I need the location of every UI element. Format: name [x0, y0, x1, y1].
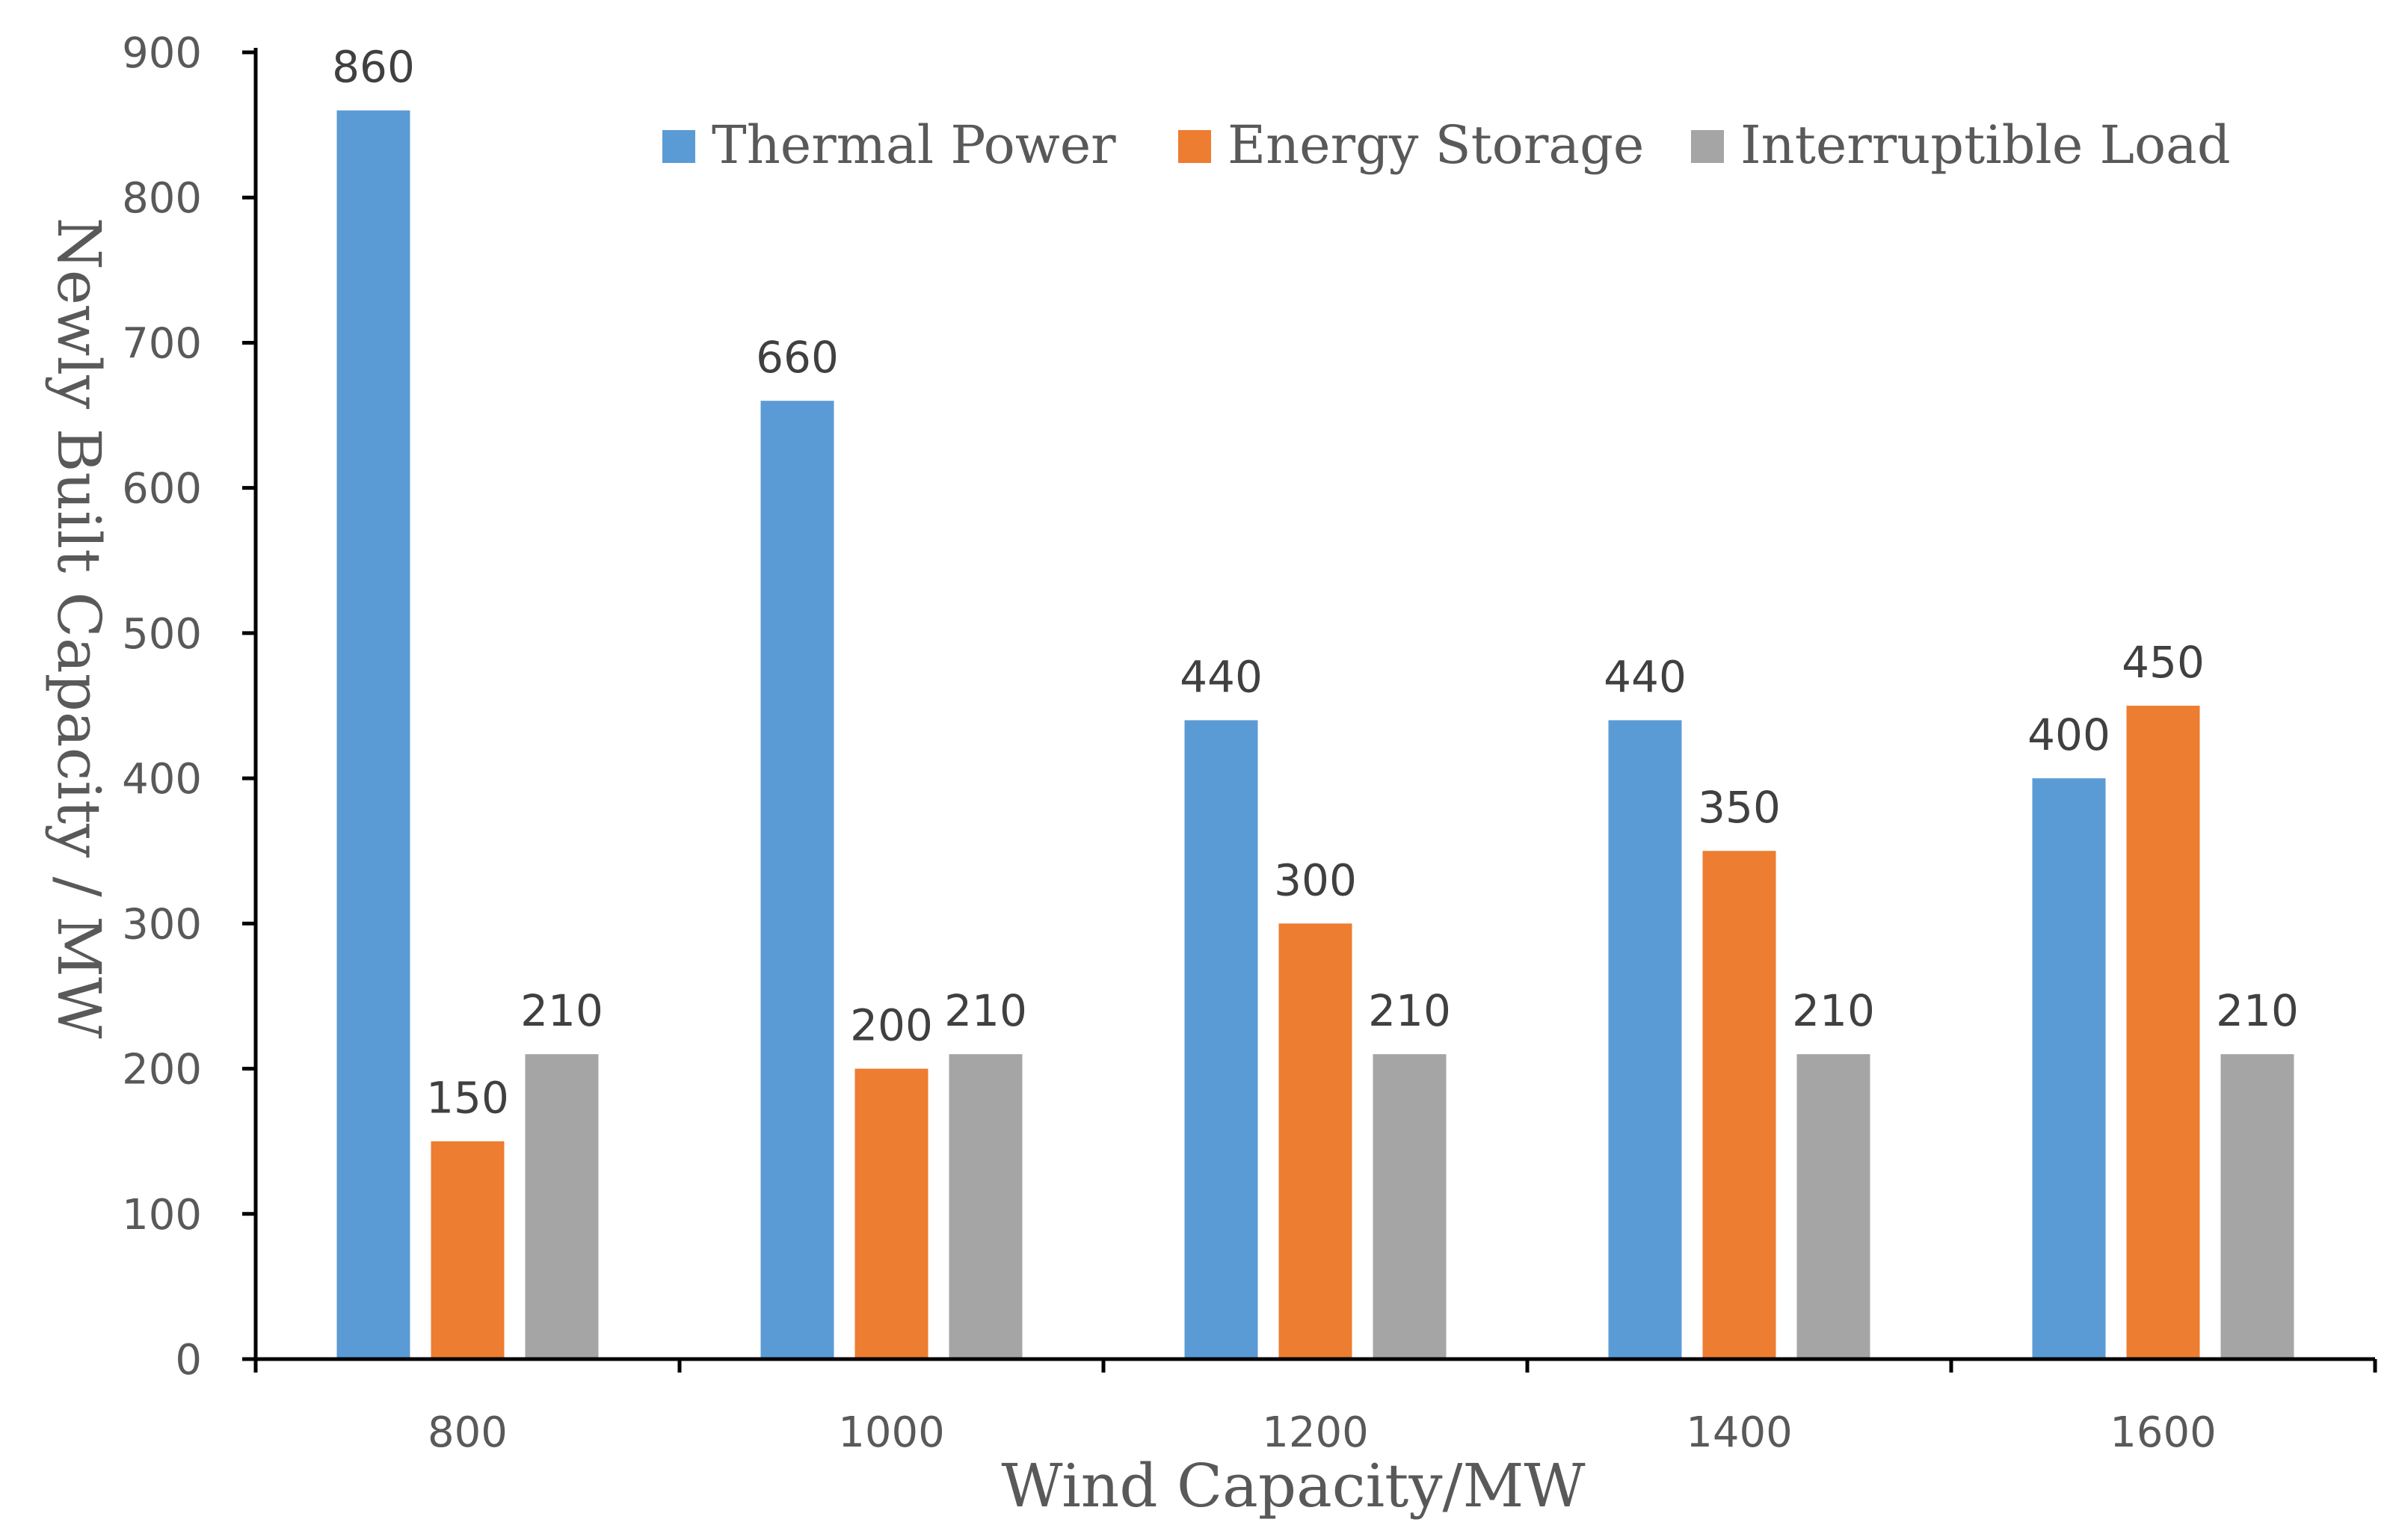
- legend: Thermal Power Energy Storage Interruptible…: [662, 114, 2231, 176]
- data-label: 660: [756, 332, 839, 383]
- data-label: 300: [1274, 854, 1357, 905]
- bar: [2126, 706, 2200, 1359]
- y-tick-label: 800: [122, 174, 202, 223]
- bar: [854, 1068, 928, 1359]
- y-tick-label: 600: [122, 465, 202, 514]
- data-label: 200: [850, 1000, 933, 1051]
- bar: [2220, 1054, 2294, 1359]
- data-label: 210: [1368, 985, 1451, 1036]
- legend-swatch: [1691, 130, 1724, 163]
- y-tick-label: 0: [175, 1336, 202, 1385]
- bar: [2032, 778, 2106, 1359]
- y-tick-label: 100: [122, 1191, 202, 1239]
- x-tick-label: 1400: [1686, 1408, 1793, 1457]
- x-axis-ticks: 800 1000 1200 1400 1600: [253, 1359, 2377, 1457]
- legend-label: Interruptible Load: [1740, 114, 2231, 176]
- legend-label: Thermal Power: [712, 114, 1116, 176]
- bar: [760, 401, 834, 1360]
- y-tick-label: 200: [122, 1046, 202, 1094]
- y-axis-title: Newly Built Capacity / MW: [44, 218, 114, 1039]
- bar: [525, 1054, 599, 1359]
- data-label: 440: [1604, 651, 1687, 702]
- bar: [1278, 923, 1352, 1359]
- data-label: 450: [2122, 637, 2205, 688]
- y-tick-label: 500: [122, 610, 202, 659]
- data-label: 440: [1180, 651, 1263, 702]
- data-label: 210: [1792, 985, 1875, 1036]
- y-axis-ticks: 0 100 200 300 400 500 600 700 800 900: [122, 29, 256, 1385]
- data-label: 400: [2027, 709, 2110, 760]
- bar: [1608, 720, 1682, 1359]
- data-label: 350: [1698, 782, 1781, 833]
- y-tick-label: 400: [122, 755, 202, 804]
- bar: [1373, 1054, 1447, 1359]
- bar: [336, 110, 410, 1360]
- data-label: 210: [2216, 985, 2299, 1036]
- bars: [336, 110, 2294, 1360]
- x-tick-label: 1000: [838, 1408, 945, 1457]
- bar: [431, 1141, 505, 1359]
- legend-swatch: [662, 130, 695, 163]
- bar: [1702, 851, 1776, 1359]
- legend-label: Energy Storage: [1228, 114, 1644, 176]
- data-label: 150: [426, 1073, 509, 1124]
- y-tick-label: 900: [122, 29, 202, 78]
- data-label: 210: [520, 985, 603, 1036]
- x-tick-label: 1600: [2110, 1408, 2217, 1457]
- y-tick-label: 700: [122, 319, 202, 368]
- bar: [1184, 720, 1258, 1359]
- data-label: 860: [332, 42, 415, 93]
- data-label: 210: [944, 985, 1027, 1036]
- bar: [1796, 1054, 1870, 1359]
- legend-swatch: [1178, 130, 1211, 163]
- x-tick-label: 800: [428, 1408, 508, 1457]
- y-tick-label: 300: [122, 900, 202, 949]
- x-axis-title: Wind Capacity/MW: [1001, 1451, 1585, 1521]
- x-tick-label: 1200: [1262, 1408, 1369, 1457]
- bar: [949, 1054, 1023, 1359]
